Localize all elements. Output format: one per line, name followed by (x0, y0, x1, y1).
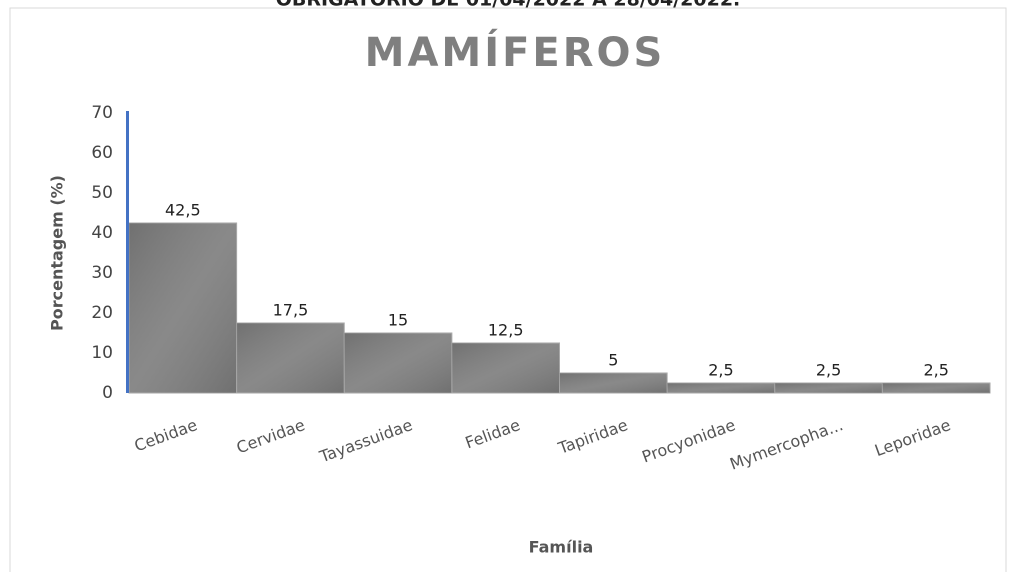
y-tick-label: 30 (91, 263, 113, 283)
bar (451, 342, 560, 394)
y-tick-label: 40 (91, 223, 113, 243)
data-label: 12,5 (488, 321, 524, 340)
y-tick-label: 70 (91, 103, 113, 123)
bar (128, 222, 238, 394)
bar (881, 382, 991, 394)
x-tick-label: Tapiridae (555, 415, 630, 458)
chart-frame (9, 7, 1007, 572)
y-tick-label: 60 (91, 143, 113, 163)
y-tick-label: 50 (91, 183, 113, 203)
data-label: 2,5 (708, 361, 733, 380)
data-label: 17,5 (273, 301, 309, 320)
x-axis-label: Família (529, 538, 594, 557)
data-label: 15 (388, 311, 408, 330)
y-tick-label: 20 (91, 303, 113, 323)
header-text: OBRIGATÓRIO DE 01/04/2022 A 28/04/2022. (276, 0, 741, 11)
bar (236, 322, 345, 394)
x-tick-label: Tayassuidae (316, 415, 415, 466)
data-label: 2,5 (923, 361, 948, 380)
data-label: 42,5 (165, 201, 201, 220)
x-tick-label: Leporidae (872, 415, 953, 460)
y-tick-label: 0 (102, 383, 113, 403)
bar (559, 372, 668, 394)
bar (343, 332, 453, 394)
bar (666, 382, 776, 394)
x-tick-label: Cervidae (234, 415, 308, 457)
data-label: 5 (608, 351, 618, 370)
bar (774, 382, 883, 394)
x-tick-label: Cebidae (132, 415, 200, 455)
x-tick-label: Procyonidae (639, 415, 737, 466)
x-tick-label: Mymercopha... (727, 415, 845, 474)
y-tick-label: 10 (91, 343, 113, 363)
chart-title: MAMÍFEROS (365, 28, 666, 76)
x-tick-label: Felidae (463, 415, 523, 452)
data-label: 2,5 (816, 361, 841, 380)
y-axis-label: Porcentagem (%) (48, 175, 67, 331)
